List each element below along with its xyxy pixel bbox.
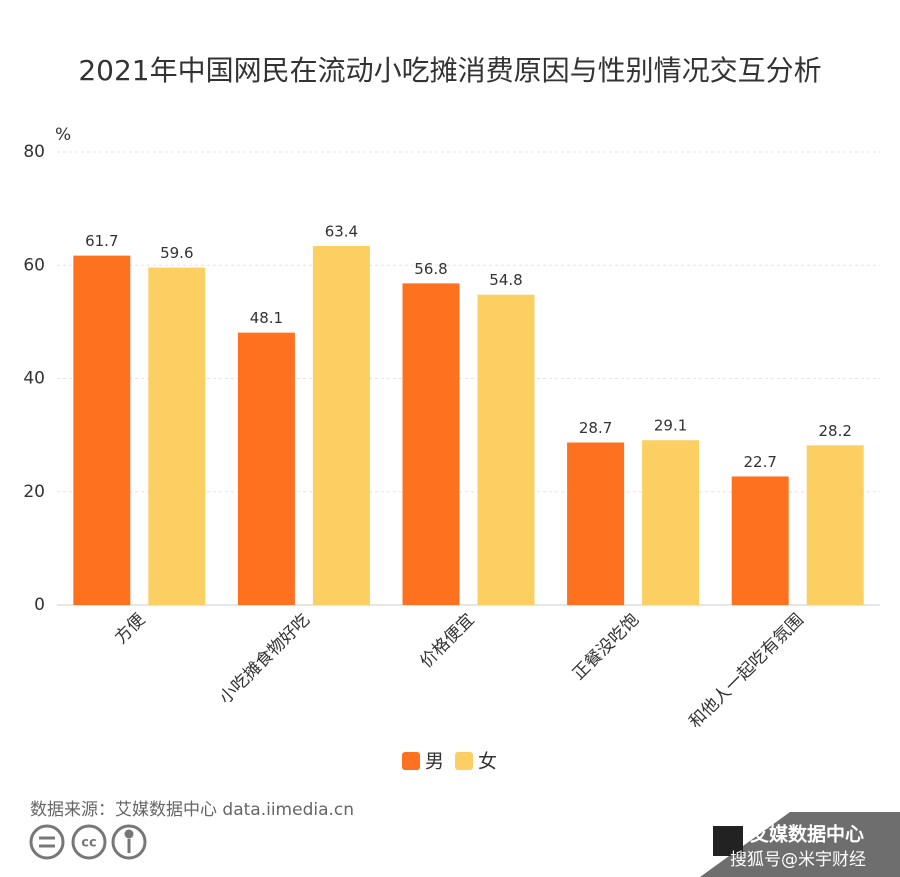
y-unit: %	[55, 125, 71, 145]
x-tick-label: 和他人一起吃有氛围	[685, 610, 807, 732]
y-tick-label: 80	[23, 142, 45, 162]
y-tick-label: 60	[23, 255, 45, 275]
x-tick-label: 价格便宜	[416, 610, 478, 672]
value-label: 54.8	[489, 271, 522, 289]
value-label: 48.1	[250, 309, 283, 327]
bar	[402, 283, 460, 605]
watermark-brand: 艾媒数据中心	[750, 823, 864, 846]
value-label: 29.1	[654, 417, 687, 435]
value-label: 61.7	[85, 232, 118, 250]
y-tick-label: 0	[34, 595, 45, 615]
bar	[731, 476, 789, 605]
bar	[237, 332, 295, 605]
watermark: 艾媒数据中心 搜狐号@米宇财经	[700, 812, 900, 877]
legend-label: 女	[478, 751, 497, 773]
x-tick-label: 方便	[111, 610, 149, 648]
bar	[567, 442, 625, 605]
watermark-credit: 搜狐号@米宇财经	[730, 850, 866, 870]
legend-swatch	[455, 752, 473, 770]
value-label: 28.2	[818, 422, 851, 440]
x-tick-label: 正餐没吃饱	[569, 610, 643, 684]
value-label: 22.7	[743, 453, 776, 471]
value-label: 59.6	[160, 244, 193, 262]
bar	[642, 440, 700, 605]
source: 数据来源：艾媒数据中心 data.iimedia.cn	[30, 800, 354, 820]
value-label: 56.8	[414, 260, 447, 278]
value-label: 63.4	[325, 222, 358, 240]
license-icons: cc	[29, 824, 147, 860]
svg-text:cc: cc	[81, 836, 96, 851]
bar	[312, 245, 370, 605]
chart-title: 2021年中国网民在流动小吃摊消费原因与性别情况交互分析	[78, 54, 821, 87]
bar	[73, 255, 131, 605]
y-tick-label: 40	[23, 369, 45, 389]
bar	[148, 267, 206, 605]
legend-label: 男	[425, 751, 444, 773]
bar	[477, 294, 535, 605]
x-tick-label: 小吃摊食物好吃	[216, 610, 314, 708]
bar	[806, 445, 864, 605]
legend-swatch	[402, 752, 420, 770]
y-tick-label: 20	[23, 482, 45, 502]
value-label: 28.7	[579, 419, 612, 437]
